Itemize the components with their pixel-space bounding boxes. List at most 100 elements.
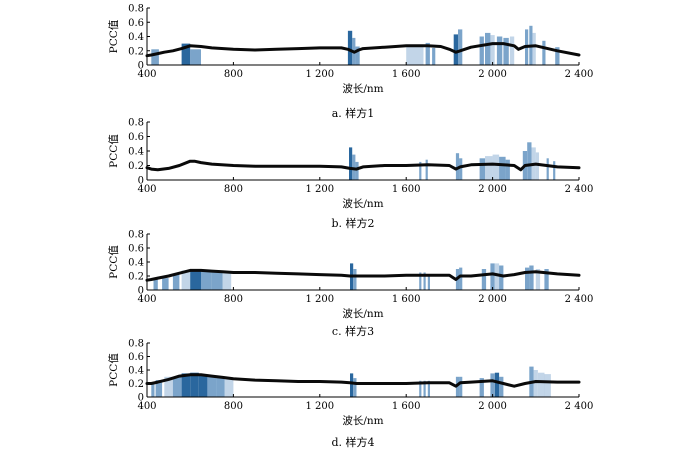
sensitive-band xyxy=(172,376,182,398)
sensitive-band xyxy=(532,32,536,65)
sensitive-band xyxy=(155,380,163,397)
sensitive-band xyxy=(455,376,460,398)
sensitive-band xyxy=(419,161,422,180)
sensitive-band xyxy=(222,271,232,290)
sensitive-band xyxy=(419,380,422,397)
sensitive-band xyxy=(406,45,424,65)
sensitive-band xyxy=(490,35,495,65)
panel-caption: b. 样方2 xyxy=(331,216,374,230)
y-tick-label: 0.4 xyxy=(128,366,144,377)
sensitive-band xyxy=(181,373,191,397)
y-tick-label: 0.8 xyxy=(128,230,144,241)
y-tick-label: 0.6 xyxy=(128,132,144,143)
sensitive-band xyxy=(419,272,422,290)
y-tick-label: 0.4 xyxy=(128,147,144,158)
x-axis-label: 波长/nm xyxy=(342,82,383,95)
panel-caption: c. 样方3 xyxy=(332,324,374,338)
sensitive-band xyxy=(353,378,357,397)
x-axis-label: 波长/nm xyxy=(342,307,383,320)
x-tick-label: 800 xyxy=(224,69,243,80)
panel-3: 0 0.2 0.4 0.6 0.8 400 800 1 200 1 600 2 000 2 400 P… xyxy=(107,230,593,339)
sensitive-band xyxy=(207,375,217,397)
x-axis-label: 波长/nm xyxy=(342,414,383,427)
x-tick-label: 1 200 xyxy=(305,401,334,412)
sensitive-band xyxy=(427,274,430,290)
sensitive-band xyxy=(151,49,159,65)
sensitive-band xyxy=(499,376,504,398)
y-tick-label: 0.4 xyxy=(128,32,144,43)
panel-caption: a. 样方1 xyxy=(332,106,375,120)
sensitive-band xyxy=(544,374,551,397)
y-tick-label: 0 xyxy=(138,393,144,404)
sensitive-band xyxy=(459,376,463,398)
sensitive-band xyxy=(492,154,500,180)
y-tick-label: 0.4 xyxy=(128,258,144,269)
sensitive-band xyxy=(201,270,212,290)
y-tick-label: 0.2 xyxy=(128,46,144,57)
pcc-line xyxy=(145,373,581,388)
sensitive-band xyxy=(216,376,225,398)
sensitive-band xyxy=(535,269,541,290)
sensitive-band xyxy=(496,36,503,65)
x-tick-label: 2 400 xyxy=(565,294,594,305)
sensitive-band xyxy=(172,274,180,290)
sensitive-band xyxy=(432,47,436,65)
x-tick-label: 1 600 xyxy=(392,294,421,305)
y-axis-label: PCC值 xyxy=(107,19,120,53)
y-tick-label: 0.6 xyxy=(128,352,144,363)
y-tick-label: 0 xyxy=(138,286,144,297)
sensitive-band xyxy=(538,372,545,397)
pcc-line xyxy=(145,268,581,282)
panel-2: 0 0.2 0.4 0.6 0.8 400 800 1 200 1 600 2 000 2 400 P… xyxy=(107,118,593,231)
y-tick-label: 0 xyxy=(138,61,144,72)
sensitive-band xyxy=(479,378,484,397)
sensitive-band xyxy=(347,30,353,65)
sensitive-band xyxy=(423,380,426,397)
sensitive-band xyxy=(198,374,208,397)
y-tick-label: 0.2 xyxy=(128,272,144,283)
sensitive-band xyxy=(427,380,430,397)
x-tick-label: 1 600 xyxy=(392,184,421,195)
sensitive-band xyxy=(490,263,495,290)
sensitive-band xyxy=(453,34,458,65)
x-tick-label: 1 200 xyxy=(305,69,334,80)
y-axis-label: PCC值 xyxy=(107,134,120,168)
panel-1: 0 0.2 0.4 0.6 0.8 400 800 1 200 1 600 2 000 2 400 P… xyxy=(107,4,593,121)
sensitive-band xyxy=(423,272,426,290)
sensitive-band xyxy=(355,46,360,65)
x-tick-label: 2 400 xyxy=(565,401,594,412)
y-tick-label: 0 xyxy=(138,176,144,187)
y-tick-label: 0.6 xyxy=(128,244,144,255)
sensitive-band xyxy=(224,378,234,397)
sensitive-band xyxy=(535,152,539,180)
x-tick-label: 2 000 xyxy=(478,401,507,412)
x-tick-label: 800 xyxy=(224,184,243,195)
y-tick-label: 0.6 xyxy=(128,18,144,29)
sensitive-band xyxy=(546,158,549,181)
sensitive-band xyxy=(485,32,491,65)
sensitive-band xyxy=(190,269,201,290)
x-tick-label: 2 000 xyxy=(478,69,507,80)
sensitive-band xyxy=(459,158,463,181)
sensitive-band xyxy=(350,373,354,397)
sensitive-band xyxy=(509,36,515,65)
panel-4: 0 0.2 0.4 0.6 0.8 400 800 1 200 1 600 2 000 2 400 P… xyxy=(107,339,593,450)
sensitive-band xyxy=(181,270,191,290)
sensitive-band xyxy=(481,269,487,290)
x-tick-label: 2 000 xyxy=(478,294,507,305)
sensitive-band xyxy=(479,36,484,65)
sensitive-band xyxy=(485,156,493,180)
sensitive-band xyxy=(499,265,504,290)
y-tick-label: 0.2 xyxy=(128,379,144,390)
x-tick-label: 1 200 xyxy=(305,294,334,305)
x-tick-label: 800 xyxy=(224,294,243,305)
sensitive-band xyxy=(458,29,463,65)
sensitive-band xyxy=(425,42,430,65)
sensitive-band xyxy=(151,383,155,397)
x-tick-label: 2 400 xyxy=(565,184,594,195)
sensitive-band xyxy=(525,267,530,290)
x-tick-label: 400 xyxy=(137,69,156,80)
y-tick-label: 0.2 xyxy=(128,161,144,172)
panel-caption: d. 样方4 xyxy=(331,435,374,449)
x-tick-label: 2 400 xyxy=(565,69,594,80)
